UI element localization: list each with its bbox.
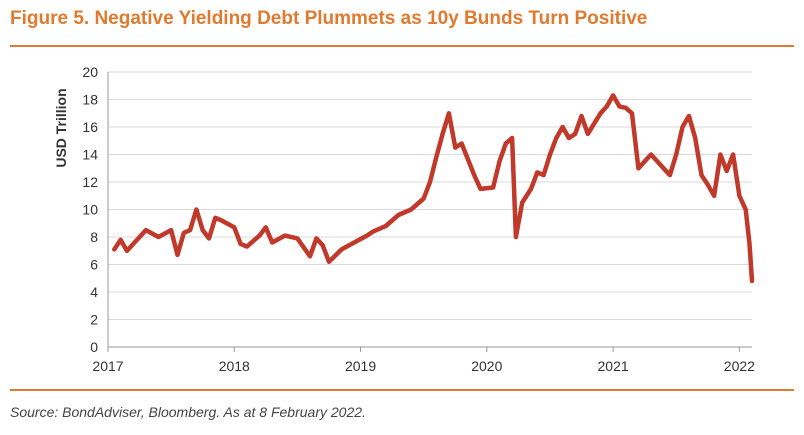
y-tick-labels: 0 2 4 6 8 10 12 14 16 18 20 (82, 64, 98, 355)
x-tick-labels: 2017 2018 2019 2020 2021 2022 (92, 358, 755, 374)
x-tick-label: 2022 (724, 358, 755, 374)
series-line-negative-yielding-debt (112, 93, 755, 284)
x-tick-label: 2019 (345, 358, 376, 374)
y-tick-label: 10 (82, 202, 98, 218)
y-tick-label: 16 (82, 119, 98, 135)
footer-divider (10, 389, 794, 391)
y-tick-label: 20 (82, 64, 98, 80)
y-tick-label: 8 (90, 229, 98, 245)
x-tick-label: 2020 (471, 358, 502, 374)
y-tick-label: 14 (82, 147, 98, 163)
y-tick-label: 4 (90, 284, 98, 300)
x-tick-label: 2017 (92, 358, 123, 374)
y-axis-title: USD Trillion (53, 88, 69, 167)
y-tick-label: 0 (90, 339, 98, 355)
y-tick-label: 18 (82, 92, 98, 108)
title-divider (10, 45, 794, 47)
x-tick-label: 2021 (598, 358, 629, 374)
y-tick-label: 2 (90, 312, 98, 328)
chart-title: Figure 5. Negative Yielding Debt Plummet… (10, 8, 648, 29)
grid-lines (108, 71, 752, 320)
y-tick-label: 12 (82, 174, 98, 190)
source-note: Source: BondAdviser, Bloomberg. As at 8 … (10, 404, 366, 420)
x-tick-label: 2018 (219, 358, 250, 374)
y-tick-label: 6 (90, 257, 98, 273)
axes (107, 72, 752, 352)
